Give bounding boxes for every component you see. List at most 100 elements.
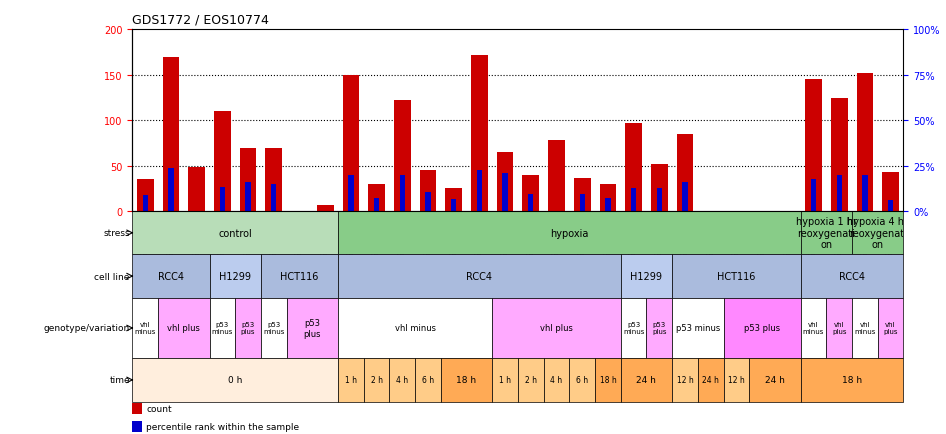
Text: HCT116: HCT116 bbox=[280, 271, 319, 281]
Text: H1299: H1299 bbox=[219, 271, 252, 281]
Text: 24 h: 24 h bbox=[765, 375, 785, 385]
Text: p53
minus: p53 minus bbox=[622, 322, 644, 335]
Text: p53
minus: p53 minus bbox=[212, 322, 233, 335]
Bar bbox=[471, 56, 488, 212]
Bar bbox=[800, 358, 903, 401]
Text: vhl minus: vhl minus bbox=[394, 324, 436, 333]
Bar bbox=[137, 180, 153, 212]
Bar bbox=[168, 169, 174, 212]
Bar bbox=[338, 255, 621, 298]
Bar bbox=[600, 184, 616, 212]
Bar bbox=[214, 112, 231, 212]
Bar bbox=[236, 298, 261, 358]
Bar bbox=[368, 184, 385, 212]
Bar bbox=[132, 212, 338, 255]
Text: p53
minus: p53 minus bbox=[263, 322, 285, 335]
Bar bbox=[883, 173, 899, 212]
Bar bbox=[621, 255, 672, 298]
Bar bbox=[631, 188, 637, 212]
Text: 12 h: 12 h bbox=[728, 375, 745, 385]
Text: 6 h: 6 h bbox=[422, 375, 434, 385]
Text: 24 h: 24 h bbox=[637, 375, 657, 385]
Bar bbox=[625, 124, 642, 212]
Text: cell line: cell line bbox=[95, 272, 130, 281]
Bar bbox=[878, 298, 903, 358]
Text: genotype/variation: genotype/variation bbox=[44, 324, 130, 333]
Text: vhl
minus: vhl minus bbox=[803, 322, 824, 335]
Bar bbox=[852, 298, 878, 358]
Bar bbox=[651, 164, 668, 212]
Text: RCC4: RCC4 bbox=[466, 271, 492, 281]
Bar bbox=[548, 141, 565, 212]
Text: hypoxia: hypoxia bbox=[551, 228, 588, 238]
Bar bbox=[342, 76, 359, 212]
Bar bbox=[317, 205, 334, 212]
Bar bbox=[209, 255, 261, 298]
Bar bbox=[363, 358, 390, 401]
Text: 6 h: 6 h bbox=[576, 375, 588, 385]
Text: RCC4: RCC4 bbox=[839, 271, 865, 281]
Text: vhl
plus: vhl plus bbox=[832, 322, 847, 335]
Bar bbox=[338, 212, 800, 255]
Bar bbox=[724, 358, 749, 401]
Bar bbox=[374, 199, 379, 212]
Text: hypoxia 4 hr
reoxygenati
on: hypoxia 4 hr reoxygenati on bbox=[848, 217, 908, 250]
Bar bbox=[261, 255, 338, 298]
Bar bbox=[399, 175, 405, 212]
Bar bbox=[811, 180, 816, 212]
Bar bbox=[580, 194, 585, 212]
Bar bbox=[420, 171, 436, 212]
Bar bbox=[163, 58, 180, 212]
Bar bbox=[132, 298, 158, 358]
Bar bbox=[132, 403, 142, 414]
Text: count: count bbox=[147, 404, 172, 413]
Bar bbox=[888, 201, 893, 212]
Text: vhl plus: vhl plus bbox=[540, 324, 573, 333]
Bar bbox=[800, 212, 852, 255]
Text: p53 minus: p53 minus bbox=[675, 324, 720, 333]
Bar bbox=[657, 188, 662, 212]
Bar bbox=[544, 358, 569, 401]
Bar bbox=[239, 148, 256, 212]
Bar bbox=[672, 358, 698, 401]
Text: vhl
plus: vhl plus bbox=[884, 322, 898, 335]
Bar bbox=[682, 183, 688, 212]
Text: p53
plus: p53 plus bbox=[304, 319, 321, 338]
Text: hypoxia 1 hr
reoxygenati
on: hypoxia 1 hr reoxygenati on bbox=[796, 217, 857, 250]
Text: 0 h: 0 h bbox=[228, 375, 242, 385]
Text: vhl
minus: vhl minus bbox=[854, 322, 876, 335]
Bar bbox=[569, 358, 595, 401]
Bar bbox=[800, 255, 903, 298]
Bar bbox=[646, 298, 672, 358]
Bar bbox=[852, 212, 903, 255]
Bar bbox=[676, 135, 693, 212]
Bar bbox=[805, 80, 822, 212]
Bar bbox=[836, 175, 842, 212]
Text: p53
plus: p53 plus bbox=[652, 322, 667, 335]
Text: 12 h: 12 h bbox=[676, 375, 693, 385]
Text: 4 h: 4 h bbox=[396, 375, 409, 385]
Bar bbox=[826, 298, 852, 358]
Text: 2 h: 2 h bbox=[525, 375, 536, 385]
Bar bbox=[390, 358, 415, 401]
Text: 24 h: 24 h bbox=[702, 375, 719, 385]
Bar bbox=[261, 298, 287, 358]
Text: RCC4: RCC4 bbox=[158, 271, 184, 281]
Text: 2 h: 2 h bbox=[371, 375, 382, 385]
Bar bbox=[595, 358, 621, 401]
Bar bbox=[272, 184, 276, 212]
Bar bbox=[517, 358, 544, 401]
Bar bbox=[800, 298, 826, 358]
Text: time: time bbox=[109, 375, 130, 385]
Bar bbox=[287, 298, 338, 358]
Bar bbox=[441, 358, 492, 401]
Bar bbox=[672, 255, 800, 298]
Bar bbox=[188, 167, 205, 212]
Bar bbox=[426, 193, 430, 212]
Bar bbox=[502, 174, 508, 212]
Bar bbox=[209, 298, 236, 358]
Bar bbox=[698, 358, 724, 401]
Text: GDS1772 / EOS10774: GDS1772 / EOS10774 bbox=[132, 13, 270, 26]
Text: 18 h: 18 h bbox=[457, 375, 477, 385]
Bar bbox=[415, 358, 441, 401]
